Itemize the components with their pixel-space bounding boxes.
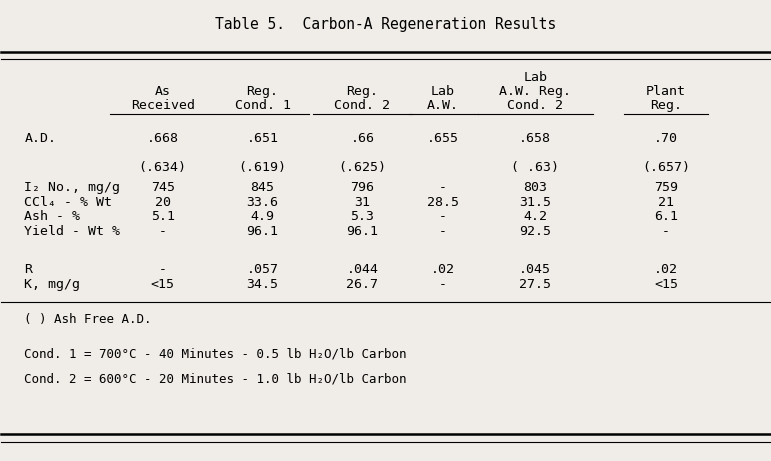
Text: Cond. 2 = 600°C - 20 Minutes - 1.0 lb H₂O/lb Carbon: Cond. 2 = 600°C - 20 Minutes - 1.0 lb H₂… [25,372,407,385]
Text: 4.9: 4.9 [251,210,274,223]
Text: -: - [439,210,447,223]
Text: Plant: Plant [646,85,686,98]
Text: -: - [159,264,167,277]
Text: 845: 845 [251,181,274,194]
Text: (.657): (.657) [642,161,690,174]
Text: As: As [155,85,170,98]
Text: A.D.: A.D. [25,132,56,145]
Text: Table 5.  Carbon-A Regeneration Results: Table 5. Carbon-A Regeneration Results [215,18,556,32]
Text: -: - [662,225,670,238]
Text: .045: .045 [520,264,551,277]
Text: 796: 796 [351,181,375,194]
Text: 5.3: 5.3 [351,210,375,223]
Text: 6.1: 6.1 [654,210,678,223]
Text: 26.7: 26.7 [346,278,379,291]
Text: 33.6: 33.6 [247,195,278,209]
Text: 745: 745 [150,181,175,194]
Text: Yield - Wt %: Yield - Wt % [25,225,120,238]
Text: -: - [439,181,447,194]
Text: R: R [25,264,32,277]
Text: -: - [439,225,447,238]
Text: I₂ No., mg/g: I₂ No., mg/g [25,181,120,194]
Text: K, mg/g: K, mg/g [25,278,80,291]
Text: 31.5: 31.5 [520,195,551,209]
Text: CCl₄ - % Wt: CCl₄ - % Wt [25,195,113,209]
Text: 759: 759 [654,181,678,194]
Text: <15: <15 [654,278,678,291]
Text: 27.5: 27.5 [520,278,551,291]
Text: ( .63): ( .63) [511,161,559,174]
Text: <15: <15 [150,278,175,291]
Text: Reg.: Reg. [346,85,379,98]
Text: 20: 20 [155,195,170,209]
Text: 21: 21 [658,195,674,209]
Text: Received: Received [131,100,195,112]
Text: (.625): (.625) [338,161,386,174]
Text: Cond. 1: Cond. 1 [234,100,291,112]
Text: -: - [159,225,167,238]
Text: ( ) Ash Free A.D.: ( ) Ash Free A.D. [25,313,152,326]
Text: (.634): (.634) [139,161,187,174]
Text: .02: .02 [654,264,678,277]
Text: 4.2: 4.2 [524,210,547,223]
Text: Ash - %: Ash - % [25,210,80,223]
Text: .668: .668 [146,132,179,145]
Text: 96.1: 96.1 [346,225,379,238]
Text: A.W.: A.W. [427,100,459,112]
Text: Cond. 1 = 700°C - 40 Minutes - 0.5 lb H₂O/lb Carbon: Cond. 1 = 700°C - 40 Minutes - 0.5 lb H₂… [25,347,407,361]
Text: .655: .655 [427,132,459,145]
Text: 31: 31 [355,195,370,209]
Text: (.619): (.619) [238,161,287,174]
Text: 34.5: 34.5 [247,278,278,291]
Text: 803: 803 [524,181,547,194]
Text: A.W. Reg.: A.W. Reg. [500,85,571,98]
Text: Lab: Lab [431,85,455,98]
Text: 28.5: 28.5 [427,195,459,209]
Text: Cond. 2: Cond. 2 [335,100,390,112]
Text: Cond. 2: Cond. 2 [507,100,564,112]
Text: Lab: Lab [524,71,547,84]
Text: Reg.: Reg. [247,85,278,98]
Text: .044: .044 [346,264,379,277]
Text: Reg.: Reg. [650,100,682,112]
Text: -: - [439,278,447,291]
Text: .66: .66 [351,132,375,145]
Text: 5.1: 5.1 [150,210,175,223]
Text: 92.5: 92.5 [520,225,551,238]
Text: .651: .651 [247,132,278,145]
Text: .658: .658 [520,132,551,145]
Text: .02: .02 [431,264,455,277]
Text: .057: .057 [247,264,278,277]
Text: 96.1: 96.1 [247,225,278,238]
Text: .70: .70 [654,132,678,145]
